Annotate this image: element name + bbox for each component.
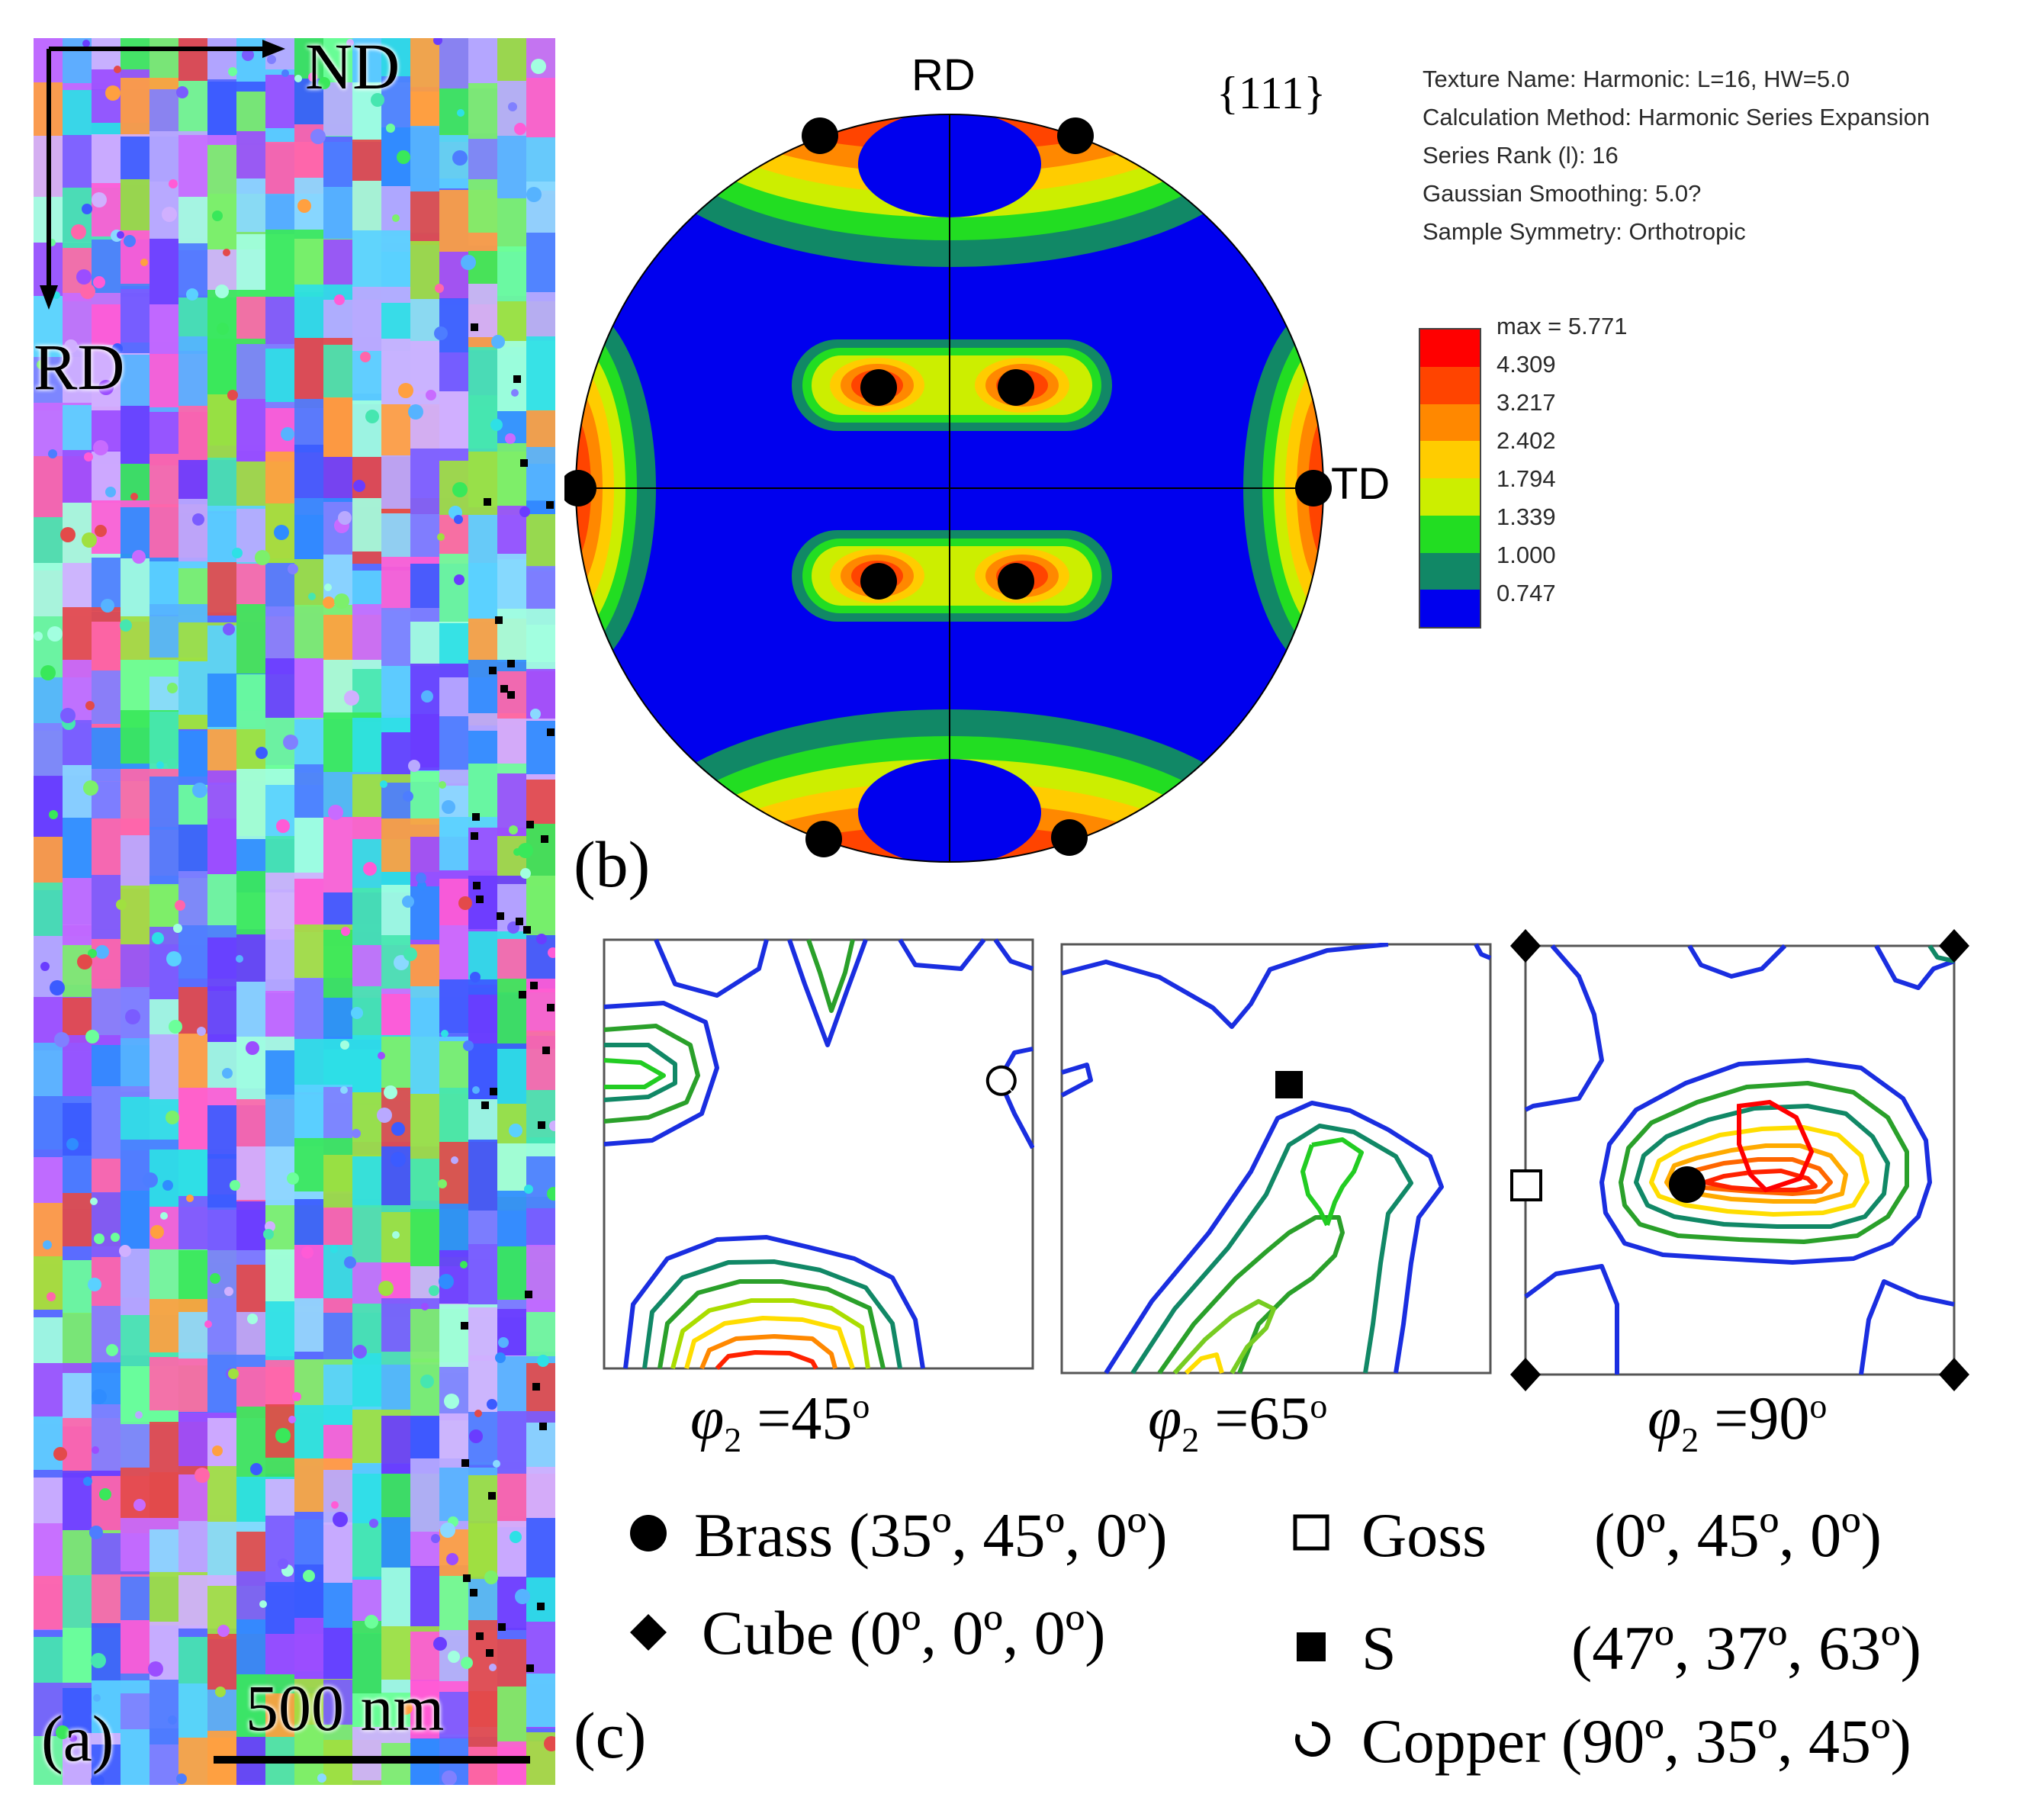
- info-calculation-method: Calculation Method: Harmonic Series Expa…: [1423, 104, 1931, 130]
- cube-marker: [1939, 1358, 1969, 1391]
- arrow-down-icon: [40, 285, 58, 310]
- colorbar-label: 2.402: [1497, 427, 1556, 454]
- legend-s-angles: (47º, 37º, 63º): [1571, 1613, 1921, 1683]
- goss-marker: [1510, 1169, 1542, 1201]
- open-square-icon: [1293, 1514, 1329, 1551]
- scale-bar: [214, 1756, 530, 1764]
- colorbar-segment: [1420, 404, 1480, 442]
- info-series-rank: Series Rank (l): 16: [1423, 142, 1619, 169]
- colorbar-segment: [1420, 366, 1480, 404]
- colorbar-label: 4.309: [1497, 351, 1556, 378]
- colorbar-segment: [1420, 330, 1480, 367]
- filled-diamond-icon: [630, 1614, 667, 1651]
- info-gaussian-smoothing: Gaussian Smoothing: 5.0?: [1423, 180, 1702, 207]
- filled-circle-icon: [630, 1515, 667, 1552]
- pole-figure-plane-label: {111}: [1217, 68, 1326, 118]
- axis-label-nd: ND: [305, 30, 400, 103]
- s-marker: [1275, 1071, 1303, 1098]
- legend-goss: Goss: [1361, 1500, 1487, 1570]
- axis-label-rd-a: RD: [34, 330, 125, 404]
- panel-a-ebsd-map: [34, 16, 561, 1820]
- colorbar-segment: [1420, 552, 1480, 590]
- scale-bar-label: 500 nm: [246, 1671, 445, 1744]
- colorbar-segment: [1420, 441, 1480, 478]
- legend-brass: Brass (35º, 45º, 0º): [694, 1500, 1168, 1570]
- brass-pole-markers: [564, 117, 1332, 857]
- filled-square-icon: [1297, 1632, 1326, 1661]
- section-label-45: φ2 =45o: [690, 1385, 870, 1459]
- brass-marker: [1669, 1166, 1705, 1203]
- colorbar: [1419, 328, 1481, 629]
- odf-section-90: [1510, 929, 1969, 1391]
- pole-figure-td-label: TD: [1331, 459, 1390, 509]
- section-label-90: φ2 =90o: [1648, 1385, 1828, 1459]
- legend-copper: Copper (90º, 35º, 45º): [1361, 1706, 1911, 1776]
- panel-b-label: (b): [574, 828, 651, 901]
- colorbar-label: 1.000: [1497, 542, 1556, 568]
- colorbar-segment: [1420, 590, 1480, 627]
- colorbar-label: 1.339: [1497, 503, 1556, 530]
- cube-marker: [1939, 929, 1969, 963]
- colorbar-label: 3.217: [1497, 389, 1556, 416]
- odf-section-45: [603, 938, 1034, 1370]
- info-texture-name: Texture Name: Harmonic: L=16, HW=5.0: [1423, 66, 1850, 92]
- colorbar-segment: [1420, 478, 1480, 516]
- section-label-65: φ2 =65o: [1148, 1385, 1328, 1459]
- pole-figure-rd-label: RD: [911, 50, 976, 100]
- legend-cube: Cube (0º, 0º, 0º): [702, 1598, 1106, 1667]
- ebsd-grain-map: [34, 16, 561, 1820]
- panel-c-label: (c): [574, 1699, 647, 1772]
- cube-marker: [1510, 929, 1541, 963]
- odf-section-65: [1060, 943, 1492, 1375]
- colorbar-label: 0.747: [1497, 580, 1556, 606]
- panel-a-axes: [40, 40, 285, 310]
- legend-s: S: [1361, 1613, 1397, 1683]
- cube-marker: [1510, 1358, 1541, 1391]
- max-contour: [1737, 1099, 1815, 1193]
- open-circle-icon: [1295, 1721, 1331, 1757]
- panel-a-label: (a): [41, 1702, 114, 1775]
- info-sample-symmetry: Sample Symmetry: Orthotropic: [1423, 218, 1746, 245]
- colorbar-label-max: max = 5.771: [1497, 313, 1628, 339]
- pole-figure: [564, 114, 1332, 863]
- colorbar-label: 1.794: [1497, 465, 1556, 492]
- arrow-right-icon: [262, 40, 285, 58]
- legend-goss-angles: (0º, 45º, 0º): [1594, 1500, 1882, 1570]
- colorbar-segment: [1420, 515, 1480, 553]
- copper-marker: [985, 1065, 1017, 1096]
